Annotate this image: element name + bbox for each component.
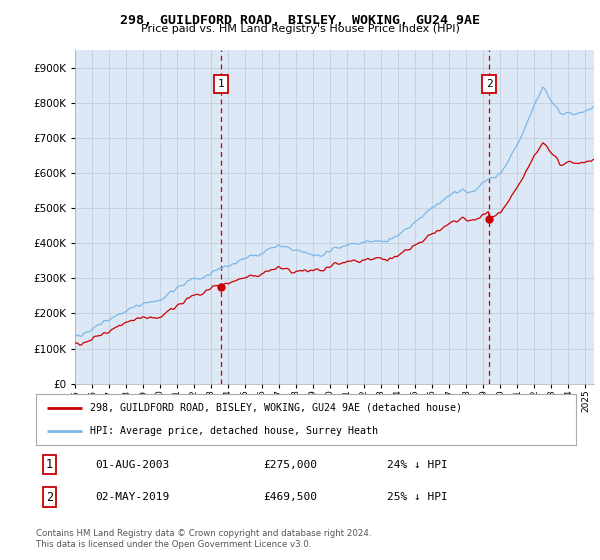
Text: 01-AUG-2003: 01-AUG-2003: [95, 460, 170, 470]
Text: 298, GUILDFORD ROAD, BISLEY, WOKING, GU24 9AE: 298, GUILDFORD ROAD, BISLEY, WOKING, GU2…: [120, 14, 480, 27]
Text: 1: 1: [218, 79, 224, 88]
Text: 24% ↓ HPI: 24% ↓ HPI: [387, 460, 448, 470]
Text: 1: 1: [46, 458, 53, 471]
Text: HPI: Average price, detached house, Surrey Heath: HPI: Average price, detached house, Surr…: [90, 426, 378, 436]
Text: Contains HM Land Registry data © Crown copyright and database right 2024.
This d: Contains HM Land Registry data © Crown c…: [36, 529, 371, 549]
Text: £469,500: £469,500: [263, 492, 317, 502]
Text: 2: 2: [46, 491, 53, 503]
Text: 298, GUILDFORD ROAD, BISLEY, WOKING, GU24 9AE (detached house): 298, GUILDFORD ROAD, BISLEY, WOKING, GU2…: [90, 403, 462, 413]
Text: £275,000: £275,000: [263, 460, 317, 470]
Text: 25% ↓ HPI: 25% ↓ HPI: [387, 492, 448, 502]
Text: Price paid vs. HM Land Registry's House Price Index (HPI): Price paid vs. HM Land Registry's House …: [140, 24, 460, 34]
Text: 2: 2: [485, 79, 493, 88]
Text: 02-MAY-2019: 02-MAY-2019: [95, 492, 170, 502]
